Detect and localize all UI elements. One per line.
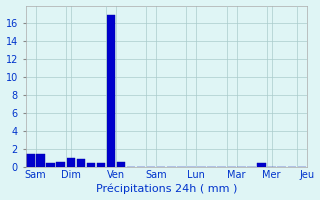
Bar (87, 163, 95, 167)
X-axis label: Précipitations 24h ( mm ): Précipitations 24h ( mm ) (96, 184, 237, 194)
Bar (36, 154, 45, 167)
Bar (107, 15, 115, 167)
Bar (257, 163, 266, 167)
Bar (67, 158, 75, 167)
Bar (117, 162, 125, 167)
Bar (46, 163, 55, 167)
Bar (76, 159, 85, 167)
Bar (56, 162, 65, 167)
Bar (97, 163, 105, 167)
Bar (26, 154, 35, 167)
